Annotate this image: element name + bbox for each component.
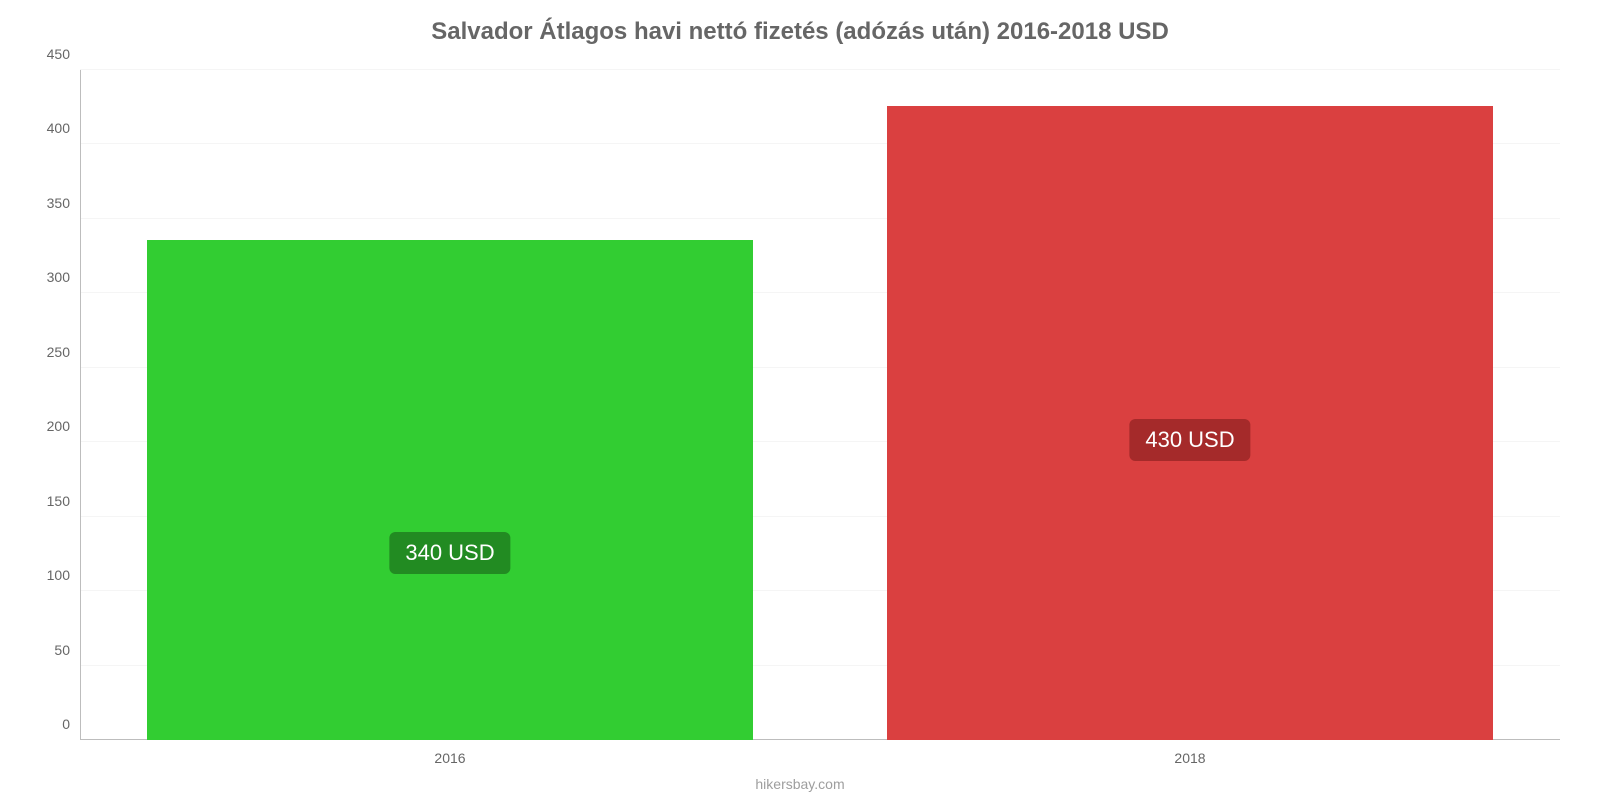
- y-tick-label: 50: [54, 642, 70, 658]
- chart-title: Salvador Átlagos havi nettó fizetés (adó…: [0, 18, 1600, 46]
- y-tick-label: 200: [47, 418, 70, 434]
- y-tick-label: 450: [47, 46, 70, 62]
- chart-container: Salvador Átlagos havi nettó fizetés (adó…: [0, 0, 1600, 800]
- x-tick-label: 2016: [434, 750, 465, 766]
- source-label: hikersbay.com: [0, 776, 1600, 792]
- plot-area: 050100150200250300350400450 340 USD430 U…: [80, 70, 1560, 740]
- y-tick-label: 300: [47, 269, 70, 285]
- y-tick-label: 0: [62, 716, 70, 732]
- y-tick-label: 350: [47, 195, 70, 211]
- y-tick-label: 250: [47, 344, 70, 360]
- y-tick-label: 100: [47, 567, 70, 583]
- y-tick-label: 150: [47, 493, 70, 509]
- x-axis: 20162018: [80, 70, 1560, 740]
- y-tick-label: 400: [47, 120, 70, 136]
- x-tick-label: 2018: [1174, 750, 1205, 766]
